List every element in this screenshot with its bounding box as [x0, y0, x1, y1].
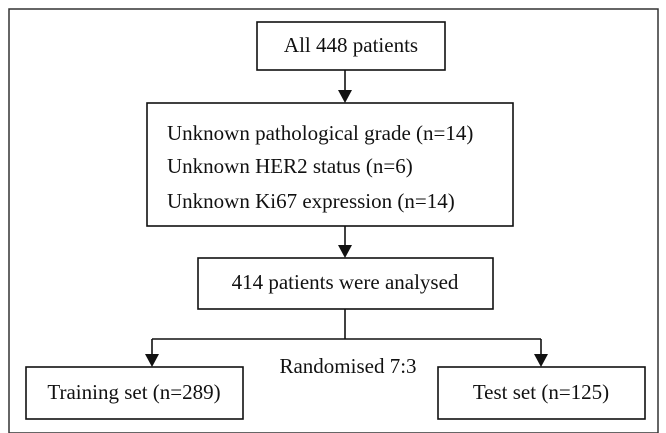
arrowhead — [338, 245, 352, 258]
exclusion-line: Unknown pathological grade (n=14) — [167, 121, 473, 145]
box-all — [256, 21, 446, 71]
node-label: Test set (n=125) — [473, 380, 609, 404]
box-analysed — [197, 257, 494, 310]
arrowhead — [145, 354, 159, 367]
arrowhead — [338, 90, 352, 103]
node-label: All 448 patients — [284, 33, 418, 57]
arrowhead — [534, 354, 548, 367]
exclusion-line: Unknown Ki67 expression (n=14) — [167, 189, 455, 213]
box-training — [25, 366, 244, 420]
node-label: 414 patients were analysed — [232, 270, 459, 294]
box-test — [437, 366, 646, 420]
split-label: Randomised 7:3 — [279, 354, 416, 378]
node-label: Training set (n=289) — [47, 380, 220, 404]
exclusion-line: Unknown HER2 status (n=6) — [167, 154, 413, 178]
box-exclusions — [146, 102, 514, 227]
